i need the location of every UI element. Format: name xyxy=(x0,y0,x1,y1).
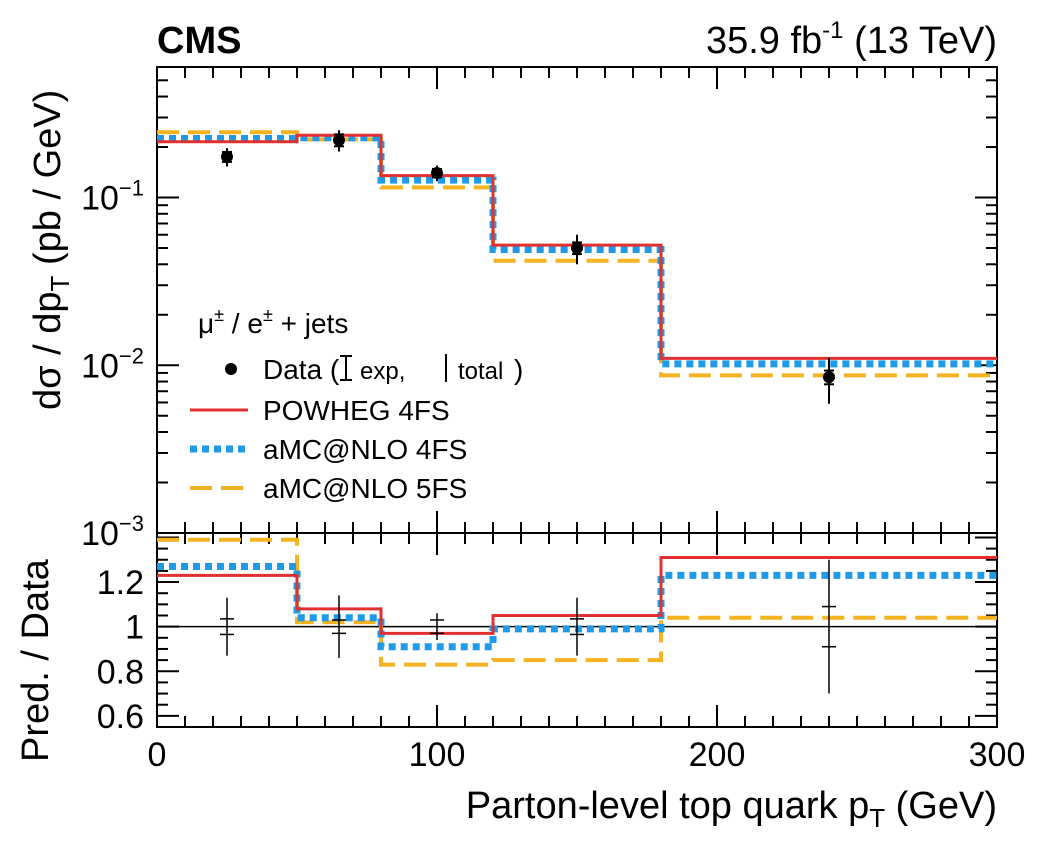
data-point xyxy=(431,167,443,180)
legend-amc5-label: aMC@NLO 5FS xyxy=(263,473,467,504)
legend-exp-label: exp, xyxy=(360,358,405,385)
x-tick-label: 100 xyxy=(409,736,466,774)
ratio-y-tick-label: 1.2 xyxy=(97,564,144,602)
y-tick-base: 10 xyxy=(81,347,119,385)
y-tick-label: 10−1 xyxy=(81,176,144,218)
legend-data-label: Data ( xyxy=(263,354,340,385)
legend-powheg-label: POWHEG 4FS xyxy=(263,395,450,426)
ratio-amc5-step xyxy=(157,537,997,667)
legend-data-close: ) xyxy=(514,354,523,385)
ratio-y-tick-label: 1 xyxy=(125,609,144,647)
legend-exp-error-icon xyxy=(340,355,352,381)
y-tick-base: 10 xyxy=(81,515,119,553)
x-axis-title: Parton-level top quark pT (GeV) xyxy=(466,785,997,833)
legend-total-label: total xyxy=(458,358,503,385)
x-tick-label: 300 xyxy=(969,736,1026,774)
y-tick-label: 10−2 xyxy=(81,343,144,385)
legend-data-marker xyxy=(225,363,237,375)
x-tick-labels: 0 100 200 300 xyxy=(148,736,1026,774)
y-tick-exponent: −2 xyxy=(119,343,144,368)
ratio-y-axis-title: Pred. / Data xyxy=(15,558,57,762)
top-y-axis-title: dσ / dpT (pb / GeV) xyxy=(27,90,75,410)
x-tick-label: 200 xyxy=(689,736,746,774)
legend-amc4-label: aMC@NLO 4FS xyxy=(263,434,467,465)
y-tick-exponent: −1 xyxy=(119,176,144,201)
ratio-panel: 0.6 0.8 1 1.2 xyxy=(97,532,998,736)
experiment-label: CMS xyxy=(157,20,241,62)
x-tick-label: 0 xyxy=(148,736,167,774)
legend: μ± / e± + jets Data ( exp, total ) POWHE… xyxy=(190,305,523,504)
top-panel: 10−310−210−1 xyxy=(81,66,998,553)
y-tick-exponent: −3 xyxy=(119,511,144,536)
data-point xyxy=(333,134,345,147)
ratio-y-tick-label: 0.6 xyxy=(97,698,144,736)
data-point xyxy=(221,150,233,163)
luminosity-label: 35.9 fb-1 (13 TeV) xyxy=(706,17,997,62)
y-tick-label: 10−3 xyxy=(81,511,144,553)
data-point xyxy=(823,371,835,384)
data-point xyxy=(571,242,583,255)
ratio-y-tick-label: 0.8 xyxy=(97,653,144,691)
y-tick-base: 10 xyxy=(81,180,119,218)
legend-channel: μ± / e± + jets xyxy=(198,305,348,339)
